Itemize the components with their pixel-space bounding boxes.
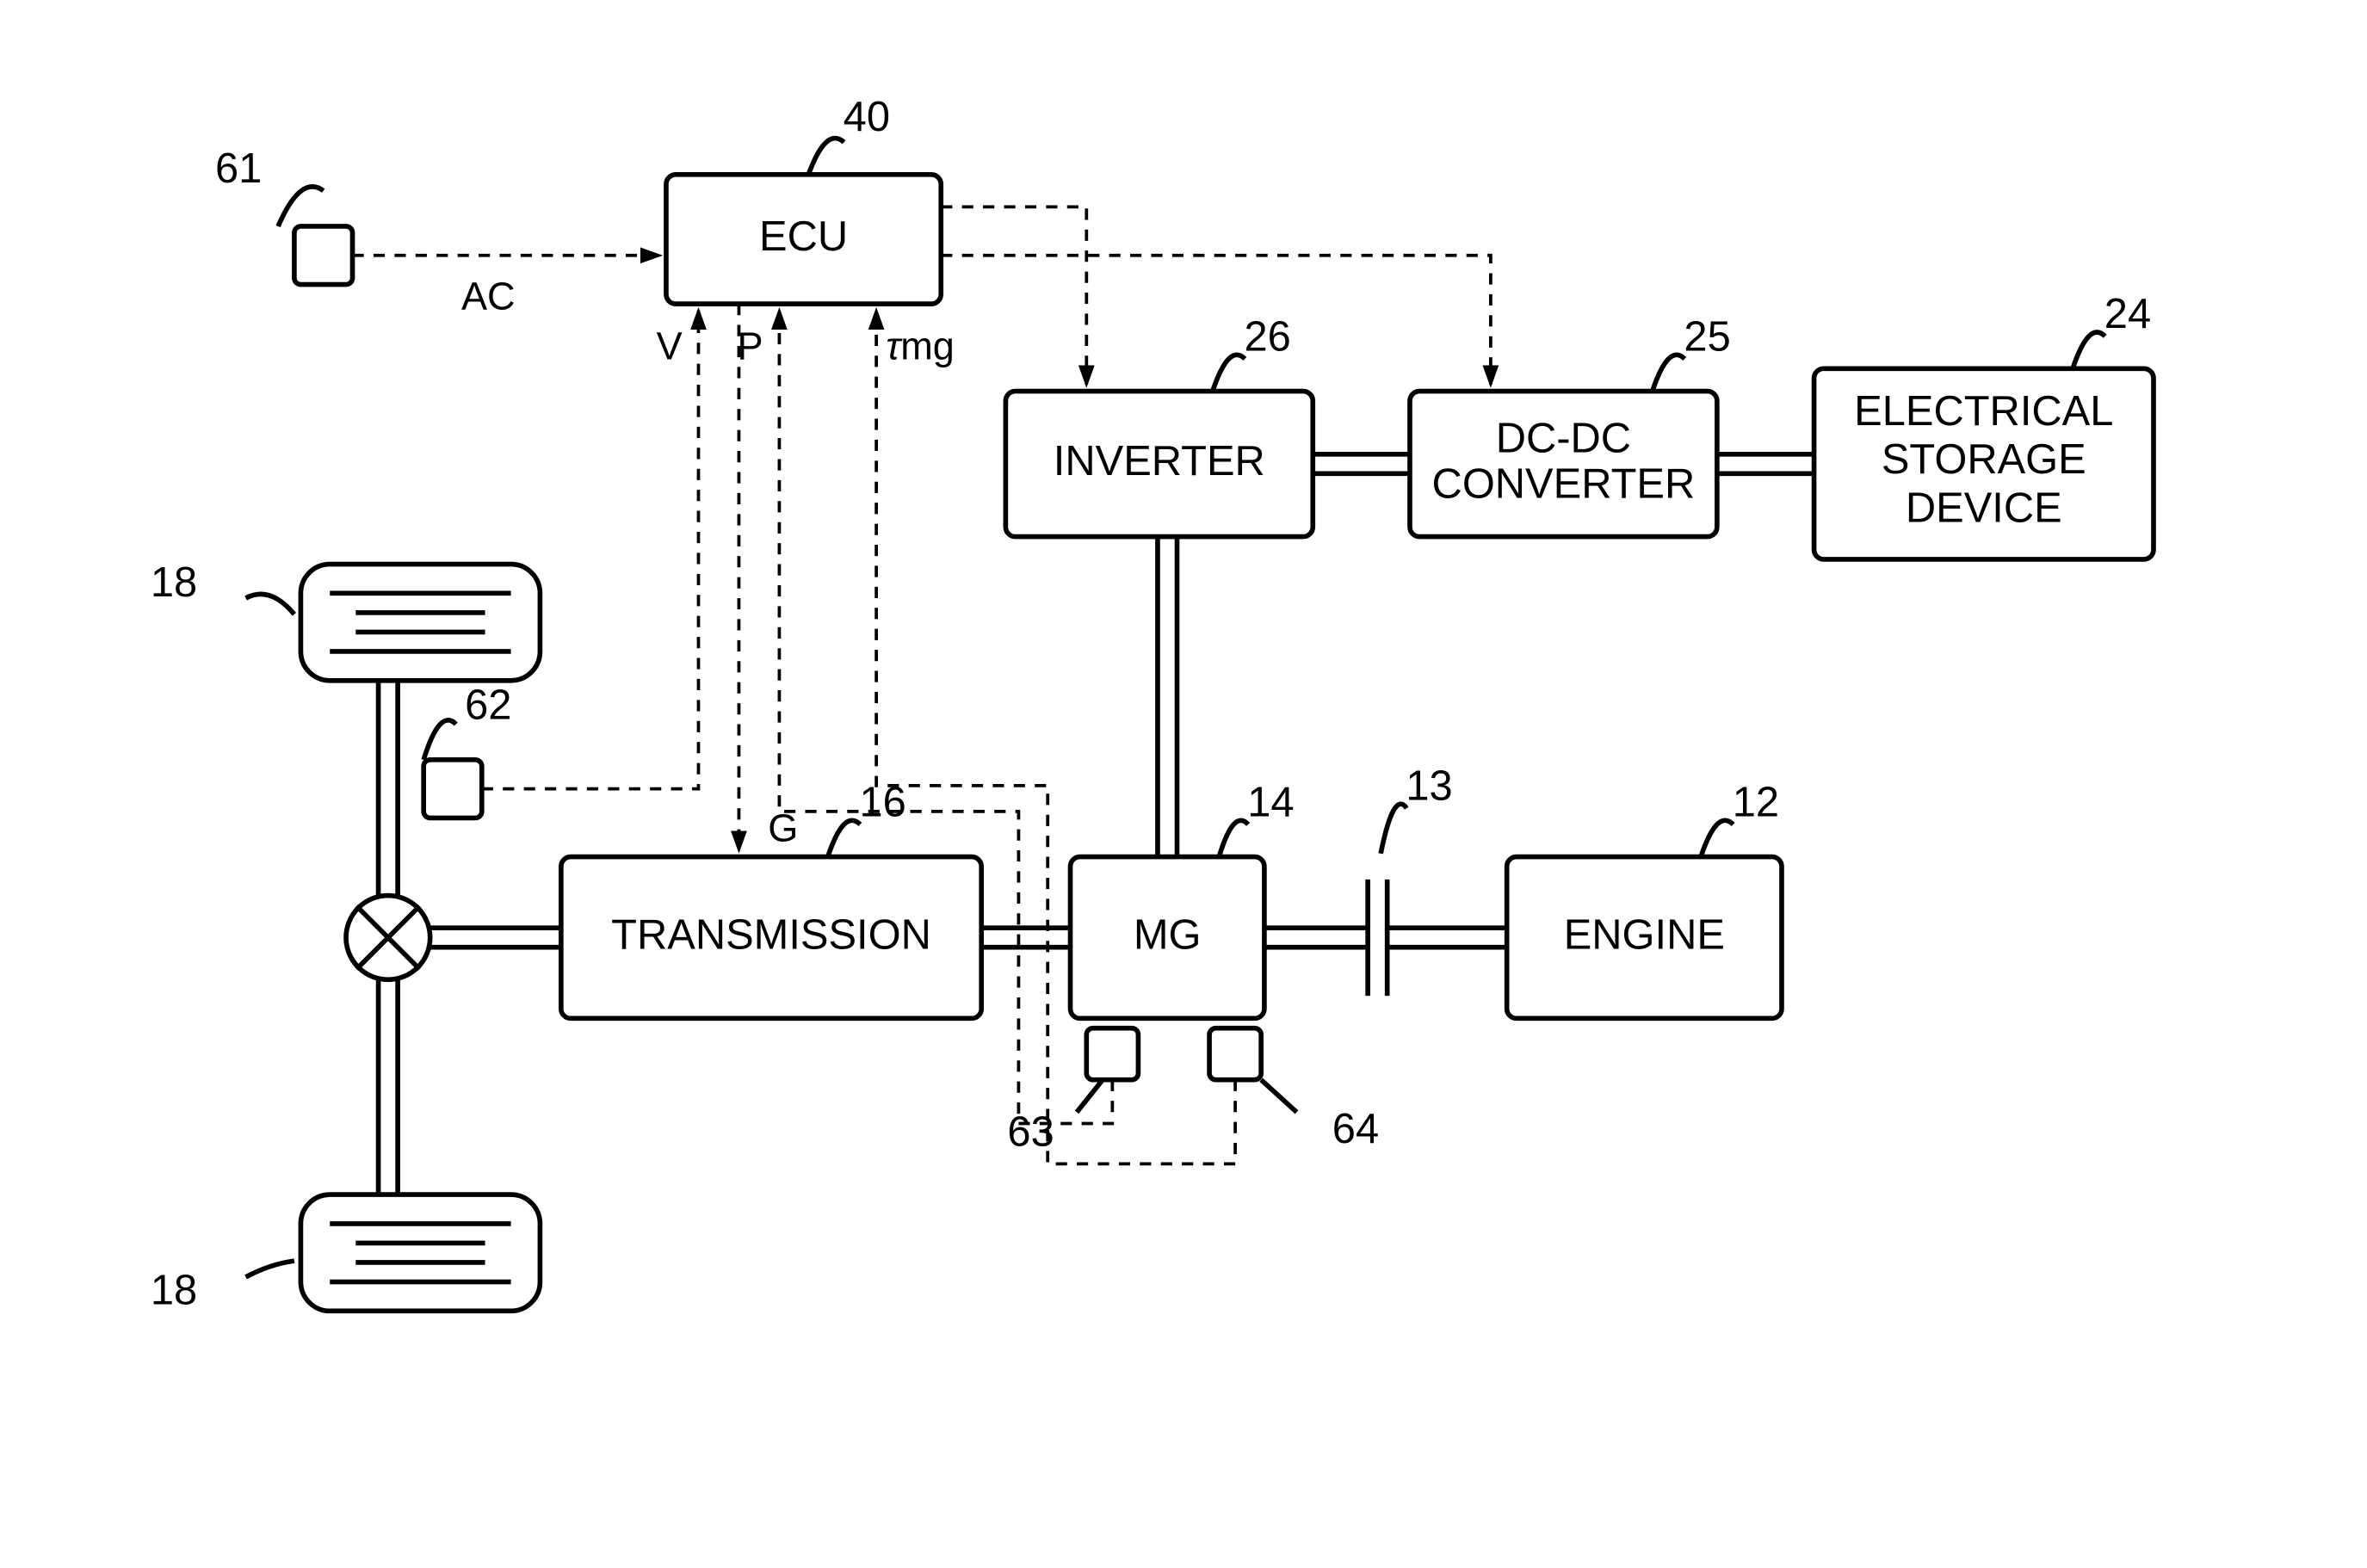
- axle-top: [379, 681, 399, 896]
- ref-13-number: 13: [1406, 763, 1452, 810]
- ref-62-number: 62: [465, 682, 511, 729]
- ref-61-number: 61: [215, 145, 262, 192]
- clutch-icon: [1368, 880, 1387, 996]
- bus-inverter-mg: [1158, 537, 1177, 857]
- wheel-top-icon: [300, 565, 540, 681]
- label-v: V: [657, 324, 683, 368]
- ref-63-number: 63: [1007, 1109, 1054, 1156]
- ref-62-leader: [423, 720, 456, 760]
- ref-24-leader: [2073, 332, 2105, 368]
- label-g: G: [768, 806, 798, 849]
- ref-12-number: 12: [1733, 779, 1779, 825]
- sig-ecu-dcdc: [941, 256, 1491, 385]
- sig-ecu-inverter: [941, 207, 1086, 385]
- wheel-bottom-icon: [300, 1195, 540, 1311]
- ref-14-leader: [1219, 820, 1248, 856]
- inverter-label: INVERTER: [1054, 438, 1265, 485]
- bus-dcdc-storage: [1717, 454, 1814, 474]
- axle-bottom: [379, 979, 399, 1195]
- sensor-64-box: [1209, 1028, 1261, 1080]
- ref-16-number: 16: [859, 779, 905, 825]
- ecu-label: ECU: [759, 213, 848, 260]
- label-tmg: τmg: [886, 324, 954, 368]
- ref-12-leader: [1701, 820, 1734, 856]
- bus-inverter-dcdc: [1313, 454, 1410, 474]
- shaft-diff-trans: [430, 928, 561, 948]
- ref-40-leader: [808, 139, 844, 175]
- ref-14-number: 14: [1247, 779, 1294, 825]
- sig-v: [482, 311, 699, 789]
- ref-64-leader: [1261, 1080, 1296, 1113]
- ref-26-leader: [1213, 355, 1245, 391]
- label-p: P: [738, 324, 763, 368]
- ref-18-top-leader: [246, 594, 294, 614]
- ref-25-number: 25: [1684, 313, 1730, 360]
- dcdc-label-2: CONVERTER: [1432, 460, 1696, 507]
- ref-18-top-number: 18: [151, 559, 197, 606]
- ref-13-leader: [1381, 804, 1406, 854]
- transmission-label: TRANSMISSION: [611, 911, 931, 958]
- storage-label-1: ELECTRICAL: [1854, 388, 2113, 435]
- storage-label-3: DEVICE: [1906, 485, 2062, 531]
- ref-16-leader: [828, 820, 861, 856]
- sensor-63-box: [1086, 1028, 1138, 1080]
- dcdc-label-1: DC-DC: [1496, 416, 1631, 462]
- ref-40-number: 40: [844, 94, 890, 140]
- differential-icon: [346, 896, 430, 980]
- shaft-clutch-engine: [1387, 928, 1507, 948]
- ref-64-number: 64: [1332, 1106, 1379, 1152]
- label-ac: AC: [461, 274, 516, 318]
- ref-25-leader: [1653, 355, 1685, 391]
- shaft-mg-clutch: [1264, 928, 1368, 948]
- sensor-61-box: [294, 226, 353, 285]
- shaft-trans-mg: [981, 928, 1070, 948]
- power-connections: [379, 454, 1814, 1195]
- ref-18-bottom-leader: [246, 1261, 294, 1277]
- ref-63-leader: [1077, 1080, 1103, 1113]
- ref-18-bottom-number: 18: [151, 1268, 197, 1314]
- ref-24-number: 24: [2104, 291, 2151, 337]
- sensor-62-box: [423, 760, 482, 818]
- ref-26-number: 26: [1245, 313, 1291, 360]
- ref-61-leader: [278, 187, 324, 226]
- storage-label-2: STORAGE: [1882, 436, 2086, 483]
- engine-label: ENGINE: [1564, 911, 1725, 958]
- mg-label: MG: [1134, 911, 1202, 958]
